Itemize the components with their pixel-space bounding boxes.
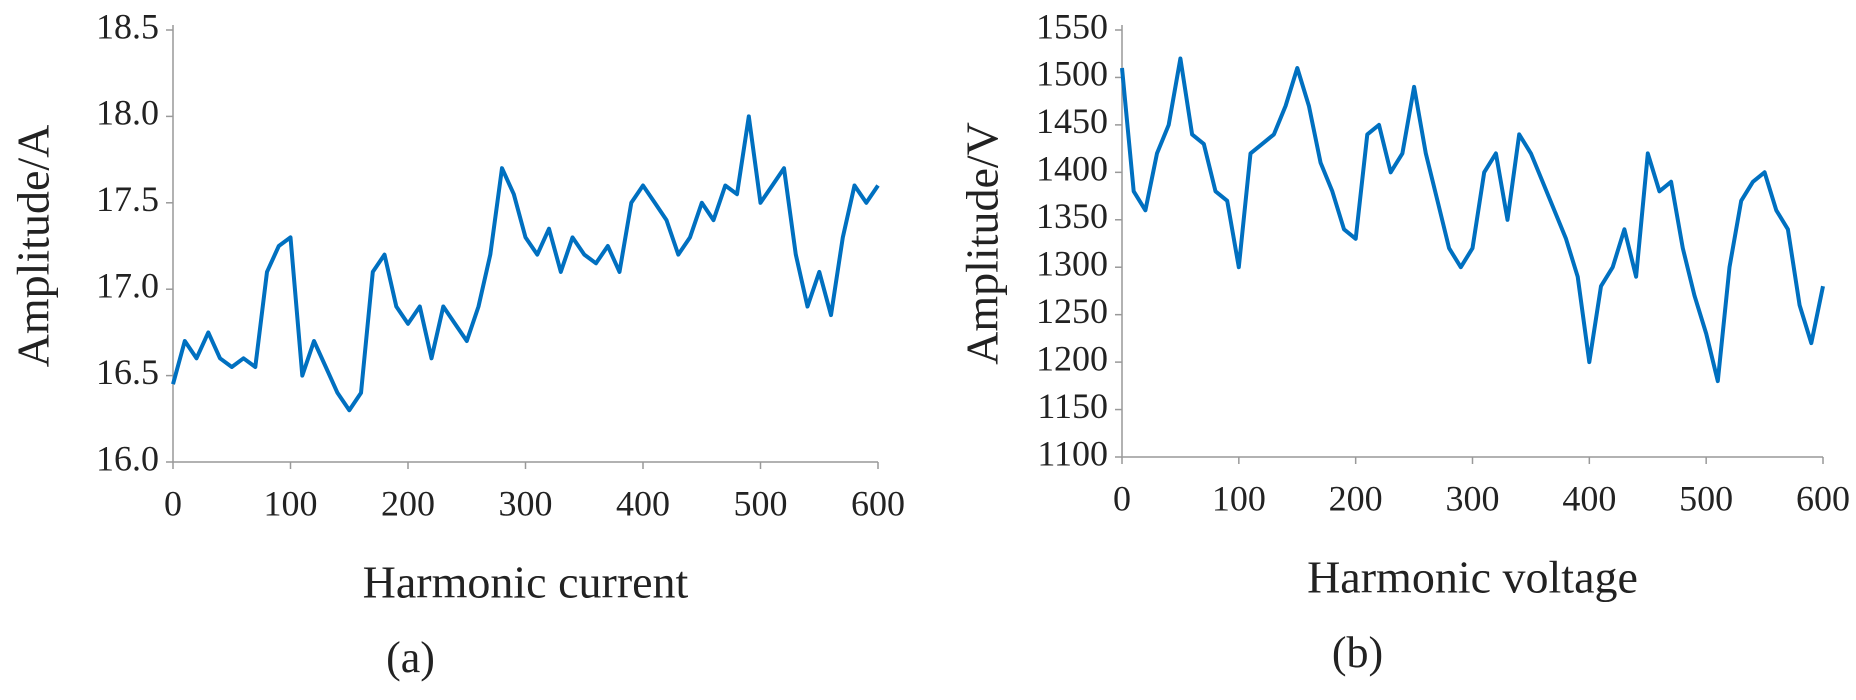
- y-tick-label: 16.0: [96, 438, 159, 478]
- x-axis-title: Harmonic current: [363, 557, 689, 608]
- y-tick-label: 17.5: [96, 179, 159, 219]
- y-tick-label: 1450: [1036, 101, 1108, 141]
- y-tick-label: 1550: [1036, 6, 1108, 46]
- y-tick-label: 16.5: [96, 352, 159, 392]
- data-line: [171, 114, 880, 413]
- x-tick-label: 400: [616, 483, 670, 523]
- x-tick-label: 600: [851, 483, 905, 523]
- y-tick-label: 1350: [1036, 196, 1108, 236]
- y-axis-title: Amplitude/V: [957, 122, 1008, 365]
- data-line: [1120, 56, 1825, 384]
- x-tick-label: 500: [1679, 478, 1733, 518]
- x-tick-label: 200: [381, 483, 435, 523]
- y-tick-label: 1100: [1037, 433, 1108, 473]
- y-tick-label: 18.0: [96, 93, 159, 133]
- x-tick-label: 300: [499, 483, 553, 523]
- y-axis-title: Amplitude/A: [8, 125, 59, 368]
- y-tick-label: 18.5: [96, 6, 159, 46]
- x-tick-label: 600: [1796, 478, 1850, 518]
- x-tick-label: 500: [734, 483, 788, 523]
- y-tick-label: 17.0: [96, 265, 159, 305]
- y-tick-label: 1200: [1036, 338, 1108, 378]
- x-axis-title: Harmonic voltage: [1307, 552, 1638, 603]
- panel-label: (a): [386, 633, 435, 682]
- y-tick-label: 1300: [1036, 243, 1108, 283]
- y-tick-label: 1150: [1037, 386, 1108, 426]
- x-tick-label: 200: [1329, 478, 1383, 518]
- x-tick-label: 400: [1562, 478, 1616, 518]
- panel-label: (b): [1332, 628, 1383, 677]
- x-tick-label: 100: [264, 483, 318, 523]
- y-tick-label: 1250: [1036, 291, 1108, 331]
- y-tick-label: 1500: [1036, 54, 1108, 94]
- x-tick-label: 0: [164, 483, 182, 523]
- x-tick-label: 0: [1113, 478, 1131, 518]
- x-tick-label: 300: [1446, 478, 1500, 518]
- y-tick-label: 1400: [1036, 149, 1108, 189]
- x-tick-label: 100: [1212, 478, 1266, 518]
